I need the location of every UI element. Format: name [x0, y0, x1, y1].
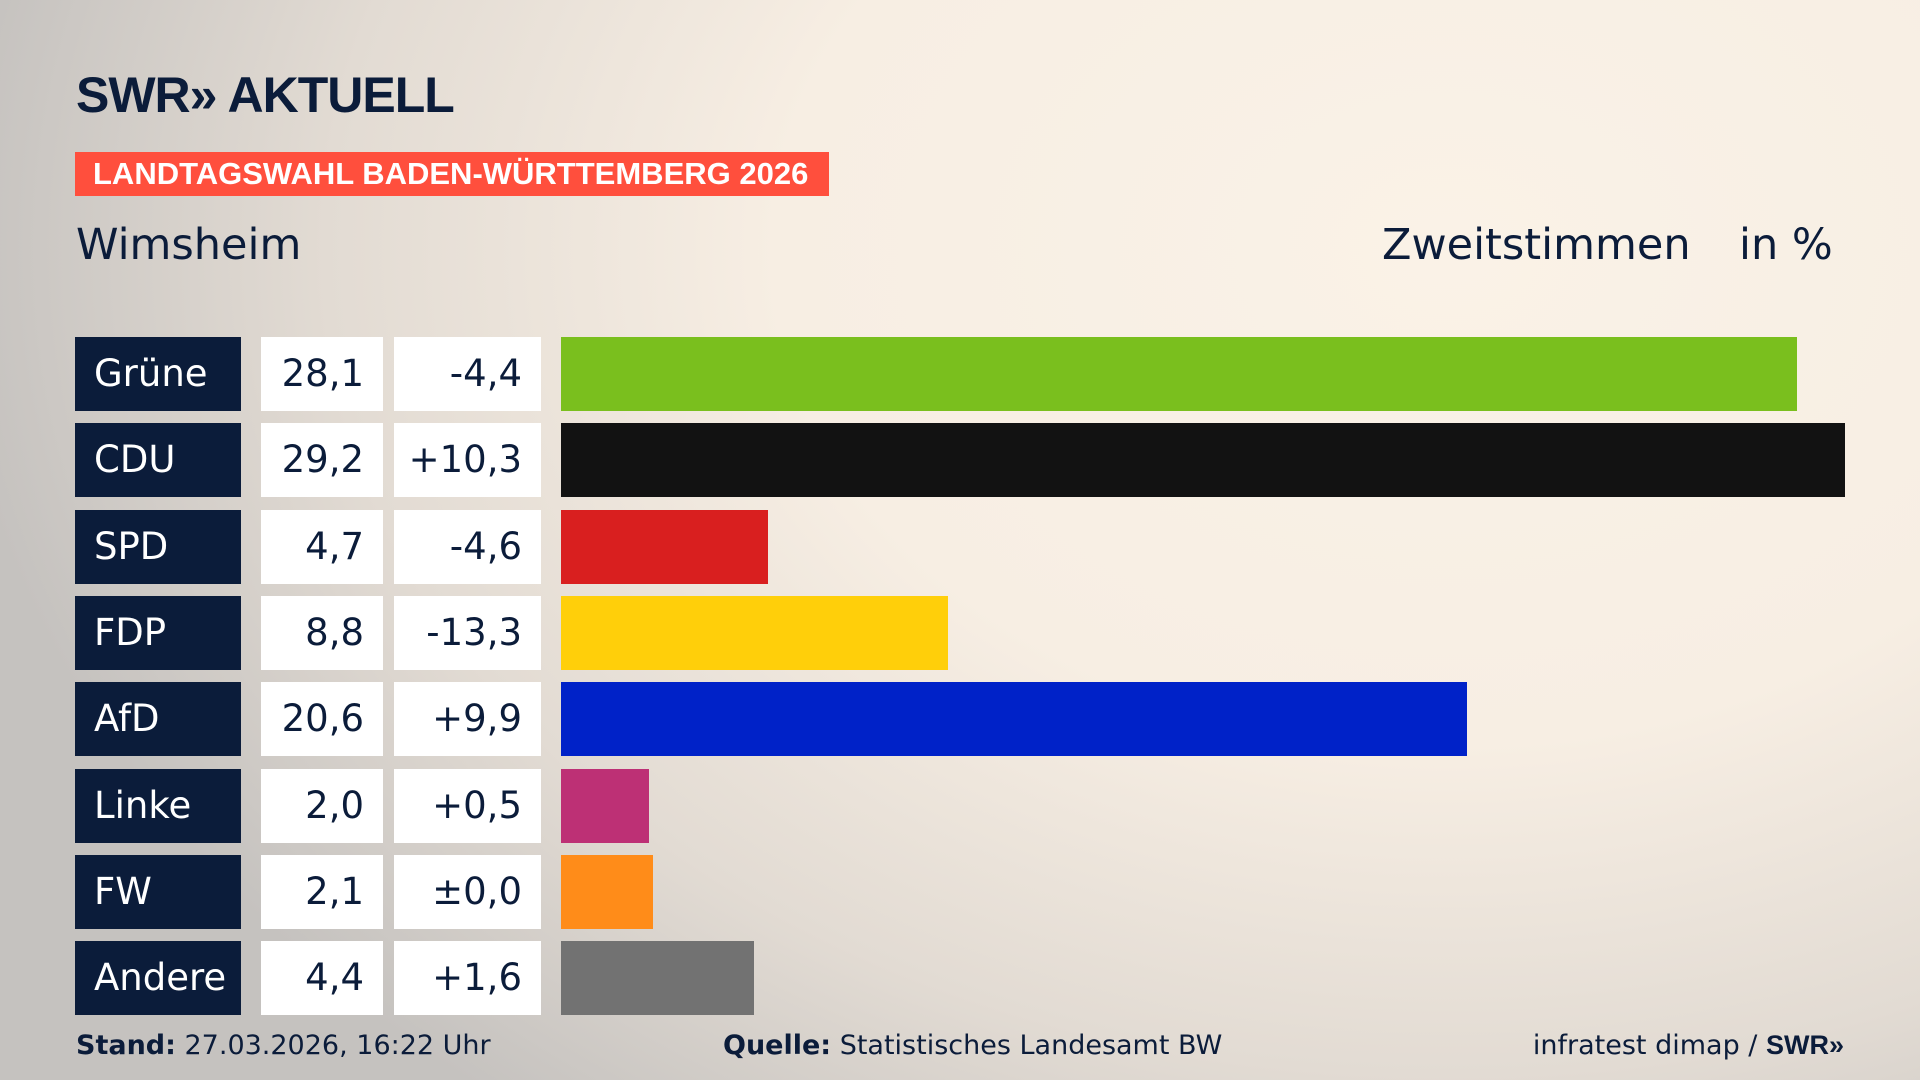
stand-value: 27.03.2026, 16:22 Uhr	[175, 1030, 491, 1061]
bar-grüne	[561, 337, 1797, 411]
change-label: +10,3	[394, 423, 541, 498]
party-label: AfD	[75, 682, 241, 757]
bar-fdp	[561, 595, 948, 670]
party-label: Andere	[75, 941, 241, 1016]
value-label: 20,6	[261, 682, 383, 757]
value-label: 2,0	[261, 768, 383, 843]
change-label: ±0,0	[394, 854, 541, 929]
swr-logo: SWR»	[1765, 1030, 1844, 1060]
unit-label: in %	[1739, 220, 1833, 270]
party-label: Grüne	[75, 337, 241, 411]
source-value: Statistisches Landesamt BW	[831, 1030, 1223, 1061]
value-label: 8,8	[261, 595, 383, 670]
party-label: FDP	[75, 595, 241, 670]
swr-aktuell-logo: SWR» AKTUELL	[76, 67, 455, 123]
change-label: +1,6	[394, 941, 541, 1016]
value-label: 2,1	[261, 854, 383, 929]
measure-label: Zweitstimmen	[1382, 220, 1691, 270]
value-label: 29,2	[261, 423, 383, 498]
bar-cdu	[561, 423, 1845, 498]
stand-label: Stand:	[76, 1030, 176, 1061]
party-label: Linke	[75, 768, 241, 843]
election-banner: LANDTAGSWAHL BADEN-WÜRTTEMBERG 2026	[75, 152, 829, 196]
bar-linke	[561, 768, 649, 843]
change-label: +9,9	[394, 682, 541, 757]
bar-spd	[561, 509, 768, 584]
change-label: -4,4	[394, 337, 541, 411]
change-label: -4,6	[394, 509, 541, 584]
change-label: -13,3	[394, 595, 541, 670]
value-label: 4,7	[261, 509, 383, 584]
credit-text: infratest dimap /	[1532, 1030, 1766, 1061]
party-label: CDU	[75, 423, 241, 498]
source: Quelle: Statistisches Landesamt BW	[723, 1030, 1222, 1061]
party-label: FW	[75, 854, 241, 929]
timestamp: Stand: 27.03.2026, 16:22 Uhr	[76, 1030, 491, 1061]
bar-afd	[561, 682, 1467, 757]
place-title: Wimsheim	[76, 220, 302, 270]
bar-fw	[561, 854, 654, 929]
source-label: Quelle:	[723, 1030, 832, 1061]
party-label: SPD	[75, 509, 241, 584]
value-label: 4,4	[261, 941, 383, 1016]
change-label: +0,5	[394, 768, 541, 843]
value-label: 28,1	[261, 337, 383, 411]
bar-andere	[561, 941, 755, 1016]
credit: infratest dimap / SWR»	[1533, 1030, 1844, 1061]
